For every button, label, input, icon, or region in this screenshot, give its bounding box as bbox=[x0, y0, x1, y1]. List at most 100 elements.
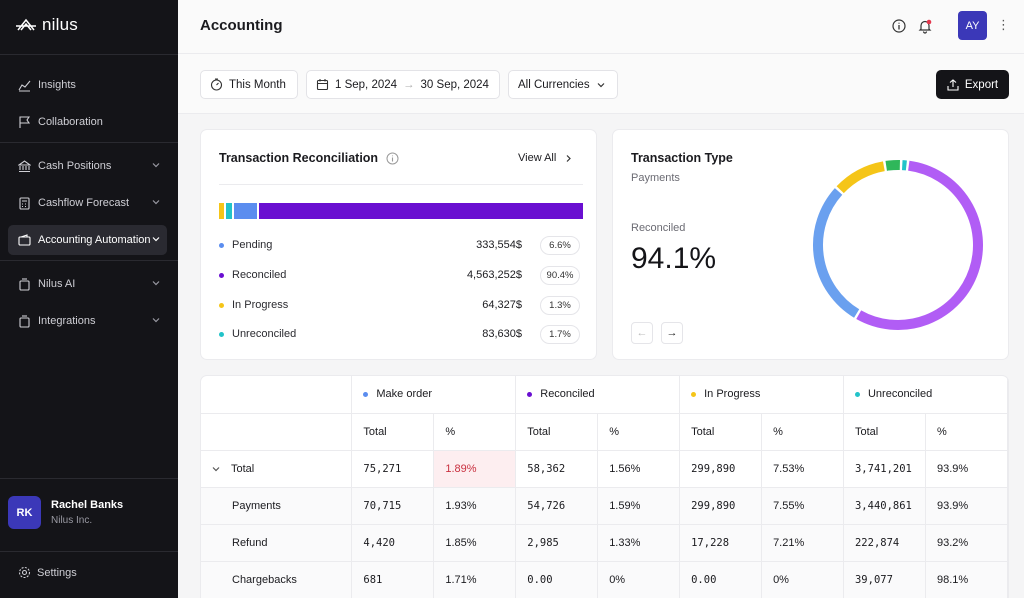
table-cell: 681 bbox=[351, 561, 435, 598]
sidebar-divider bbox=[0, 54, 178, 55]
row-label-cell: Total bbox=[201, 450, 353, 488]
table-cell: 1.85% bbox=[433, 524, 517, 562]
table-cell: 1.56% bbox=[597, 450, 681, 488]
group-header-in-progress: In Progress bbox=[679, 376, 844, 414]
info-icon[interactable] bbox=[891, 18, 907, 34]
chevron-down-icon bbox=[152, 163, 160, 168]
filter-toolbar: This Month 1 Sep, 2024 → 30 Sep, 2024 Al… bbox=[178, 54, 1024, 114]
column-header[interactable]: % bbox=[597, 413, 681, 451]
more-options-icon[interactable]: ⋮ bbox=[997, 17, 1010, 32]
arrow-left-icon: ← bbox=[636, 327, 648, 339]
user-profile[interactable]: RK Rachel Banks Nilus Inc. bbox=[8, 496, 123, 529]
legend-label: Pending bbox=[232, 239, 273, 251]
sidebar-item-collaboration[interactable]: Collaboration bbox=[8, 107, 167, 137]
sidebar-divider bbox=[0, 478, 178, 479]
brand-name: nilus bbox=[42, 15, 78, 34]
user-org: Nilus Inc. bbox=[51, 515, 93, 526]
bell-icon[interactable] bbox=[917, 18, 933, 34]
bank-icon bbox=[17, 159, 31, 173]
legend-percent-badge: 6.6% bbox=[540, 235, 580, 255]
group-label: Reconciled bbox=[540, 388, 595, 401]
legend-label: In Progress bbox=[232, 299, 289, 311]
arrow-right-icon: → bbox=[403, 78, 415, 91]
date-range-picker[interactable]: 1 Sep, 2024 → 30 Sep, 2024 bbox=[306, 70, 500, 99]
legend-label: Reconciled bbox=[232, 269, 287, 281]
table-cell-highlight: 1.89% bbox=[433, 450, 517, 488]
column-header[interactable]: Total bbox=[351, 413, 435, 451]
legend-dot bbox=[219, 302, 224, 308]
sidebar-item-integrations[interactable]: Integrations bbox=[8, 306, 167, 336]
table-cell: 54,726 bbox=[515, 487, 599, 525]
table-cell: 299,890 bbox=[679, 450, 763, 488]
donut-segment-in-progress bbox=[836, 161, 885, 194]
table-group-header: Make order Reconciled In Progress Unreco… bbox=[201, 376, 1008, 414]
column-header[interactable]: Total bbox=[515, 413, 599, 451]
sidebar-divider bbox=[0, 142, 178, 143]
table-cell: 0.00 bbox=[515, 561, 599, 598]
table-cell: 98.1% bbox=[925, 561, 1008, 598]
table-row-total[interactable]: Total 75,271 1.89% 58,362 1.56% 299,890 … bbox=[201, 450, 1008, 488]
table-cell: 70,715 bbox=[351, 487, 435, 525]
table-row-refund[interactable]: Refund 4,420 1.85% 2,985 1.33% 17,228 7.… bbox=[201, 524, 1008, 562]
legend-dot bbox=[219, 331, 224, 337]
metric-value: 94.1% bbox=[631, 242, 717, 275]
prev-arrow-button[interactable]: ← bbox=[631, 322, 653, 344]
column-header[interactable]: % bbox=[761, 413, 844, 451]
upload-icon bbox=[947, 78, 959, 91]
view-all-link[interactable]: View All bbox=[518, 152, 573, 164]
chevron-down-icon[interactable] bbox=[211, 464, 221, 474]
sidebar-item-nilus-ai[interactable]: Nilus AI bbox=[8, 269, 167, 299]
settings-label: Settings bbox=[37, 566, 77, 579]
table-cell: 4,420 bbox=[351, 524, 435, 562]
sidebar-item-insights[interactable]: Insights bbox=[8, 70, 167, 100]
legend-dot bbox=[854, 391, 860, 397]
card-title: Transaction Type bbox=[631, 151, 733, 165]
row-label: Chargebacks bbox=[201, 561, 353, 598]
avatar[interactable]: AY bbox=[958, 11, 987, 40]
currency-label: All Currencies bbox=[518, 78, 590, 91]
export-button[interactable]: Export bbox=[936, 70, 1009, 99]
card-title-wrap: Transaction Reconciliation bbox=[219, 151, 399, 165]
chevron-down-icon bbox=[152, 237, 160, 242]
chevron-down-icon bbox=[597, 82, 605, 87]
table-cell: 299,890 bbox=[679, 487, 763, 525]
legend-dot bbox=[219, 272, 224, 278]
sidebar-item-accounting-automation[interactable]: Accounting Automation bbox=[8, 225, 167, 255]
chevron-right-icon bbox=[566, 154, 572, 162]
view-all-label: View All bbox=[518, 152, 557, 164]
page-title: Accounting bbox=[200, 17, 283, 34]
settings-link[interactable]: Settings bbox=[18, 566, 77, 579]
card-subtitle: Payments bbox=[631, 172, 680, 184]
sidebar-item-cash-positions[interactable]: Cash Positions bbox=[8, 151, 167, 181]
table-row-chargebacks[interactable]: Chargebacks 681 1.71% 0.00 0% 0.00 0% 39… bbox=[201, 561, 1008, 598]
legend-amount: 4,563,252$ bbox=[466, 269, 522, 281]
user-name: Rachel Banks bbox=[51, 499, 124, 511]
stacked-bar-segment-unreconciled bbox=[225, 203, 232, 219]
wallet-icon bbox=[17, 233, 31, 247]
table-row-payments[interactable]: Payments 70,715 1.93% 54,726 1.59% 299,8… bbox=[201, 487, 1008, 525]
legend-percent-badge: 1.7% bbox=[540, 324, 580, 344]
column-header[interactable]: Total bbox=[679, 413, 763, 451]
donut-segment-pending bbox=[813, 188, 860, 318]
column-header[interactable]: % bbox=[433, 413, 517, 451]
sidebar-divider bbox=[0, 551, 178, 552]
card-divider bbox=[219, 184, 583, 185]
chevron-down-icon bbox=[152, 318, 160, 323]
period-select[interactable]: This Month bbox=[200, 70, 298, 99]
column-header[interactable]: % bbox=[925, 413, 1008, 451]
currency-select[interactable]: All Currencies bbox=[508, 70, 618, 99]
group-header-reconciled: Reconciled bbox=[515, 376, 681, 414]
table-cell: 75,271 bbox=[351, 450, 435, 488]
info-icon[interactable] bbox=[386, 152, 399, 165]
legend-dot bbox=[219, 242, 224, 248]
table-cell: 0% bbox=[761, 561, 844, 598]
chevron-down-icon bbox=[152, 200, 160, 205]
table-cell: 93.2% bbox=[925, 524, 1008, 562]
column-header[interactable]: Total bbox=[843, 413, 926, 451]
next-arrow-button[interactable]: → bbox=[661, 322, 683, 344]
table-cell: 1.59% bbox=[597, 487, 681, 525]
brand-logo[interactable]: nilus bbox=[16, 15, 78, 35]
stacked-bar-segment-in-progress bbox=[219, 203, 224, 219]
sidebar-item-cashflow-forecast[interactable]: Cashflow Forecast bbox=[8, 188, 167, 218]
table-cell: 222,874 bbox=[843, 524, 926, 562]
